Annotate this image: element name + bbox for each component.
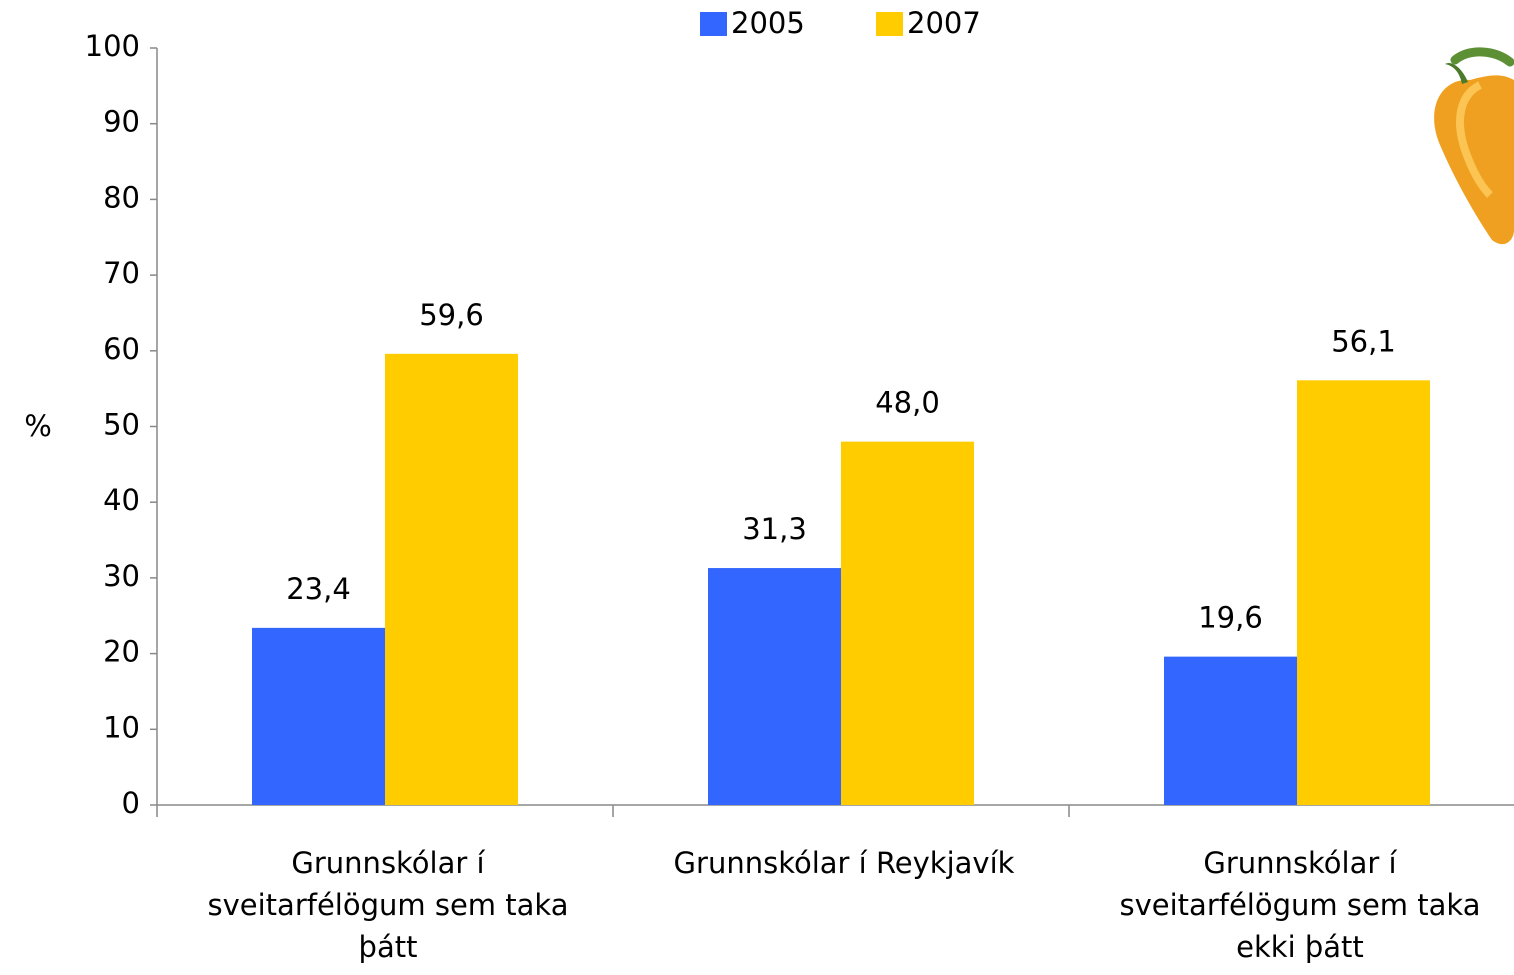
- value-label: 56,1: [1331, 324, 1396, 358]
- x-tick-label: Grunnskólar í sveitarfélögum sem taka þá…: [207, 846, 569, 964]
- bar: [708, 568, 841, 805]
- y-tick-label: 40: [103, 483, 140, 517]
- bar: [385, 353, 518, 805]
- x-tick-label: Grunnskólar í sveitarfélögum sem taka ek…: [1119, 846, 1481, 964]
- bar: [1164, 656, 1297, 805]
- y-tick-label: 30: [103, 559, 140, 593]
- value-label: 48,0: [875, 386, 940, 420]
- y-tick-label: 0: [122, 786, 140, 820]
- y-axis-label: %: [24, 409, 52, 443]
- legend-label: 2005: [731, 6, 805, 40]
- bar: [841, 441, 974, 805]
- legend-label: 2007: [907, 6, 981, 40]
- y-tick-label: 100: [85, 29, 140, 63]
- value-label: 59,6: [419, 298, 484, 332]
- legend-swatch: [700, 12, 727, 36]
- value-label: 19,6: [1198, 601, 1263, 635]
- y-tick-label: 60: [103, 332, 140, 366]
- bar: [252, 627, 385, 805]
- value-label: 23,4: [286, 572, 351, 606]
- y-tick-label: 70: [103, 256, 140, 290]
- y-tick-label: 80: [103, 180, 140, 214]
- value-label: 31,3: [742, 512, 807, 546]
- x-tick-label: Grunnskólar í Reykjavík: [673, 846, 1015, 880]
- bar: [1297, 380, 1430, 805]
- pepper-decoration: [1434, 47, 1514, 245]
- y-tick-label: 50: [103, 408, 140, 442]
- y-tick-label: 90: [103, 105, 140, 139]
- y-tick-label: 10: [103, 710, 140, 744]
- legend-swatch: [876, 12, 903, 36]
- y-tick-label: 20: [103, 635, 140, 669]
